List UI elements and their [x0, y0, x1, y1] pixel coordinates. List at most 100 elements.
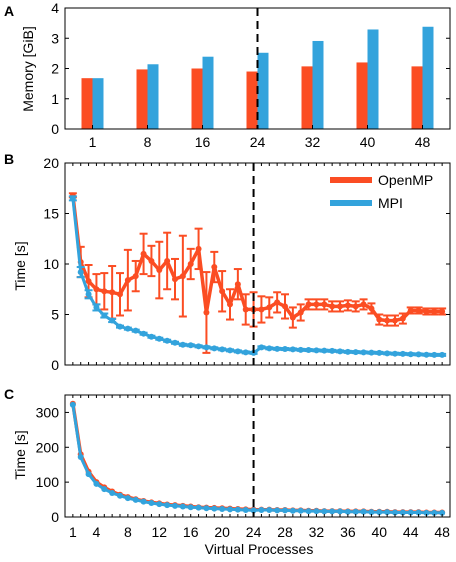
x-axis-label: Virtual Processes	[205, 541, 314, 557]
bar-mpi	[92, 78, 104, 129]
panel-c-data-point-mpi	[321, 508, 328, 515]
panel-b-data-point-openmp	[132, 273, 139, 280]
panel-b-data-point-openmp	[195, 245, 202, 252]
panel-c-data-point-mpi	[156, 501, 163, 508]
panel-b-data-point-openmp	[337, 303, 343, 310]
panel-b-data-point-mpi	[227, 347, 233, 354]
panel-b-data-point-openmp	[172, 276, 178, 283]
panel-b-data-point-openmp	[415, 307, 422, 314]
panel-c-x-tick-label: 16	[183, 524, 199, 540]
bar-openmp	[81, 78, 93, 129]
panel-a-y-tick-label: 3	[51, 30, 59, 46]
panel-c-data-point-mpi	[368, 509, 375, 516]
panel-b-data-point-openmp	[124, 277, 131, 284]
panel-b-data-point-openmp	[117, 291, 123, 298]
panel-b-data-point-openmp	[352, 303, 359, 310]
panel-b-data-point-mpi	[289, 346, 296, 353]
panel-c-data-point-mpi	[439, 509, 446, 516]
panel-a-x-tick-label: 8	[144, 134, 152, 150]
panel-b-data-point-mpi	[132, 327, 139, 334]
panel-c-data-point-mpi	[250, 507, 257, 514]
panel-b-data-point-openmp	[368, 305, 375, 312]
panel-b-data-point-mpi	[376, 349, 383, 356]
panel-b-data-point-mpi	[305, 347, 312, 354]
panel-b-data-point-mpi	[329, 347, 336, 354]
panel-a-memory-bar-chart: A Memory [GiB] 0 1 2 3 4 1 8 16 24 32 40 48	[4, 0, 451, 150]
panel-c-data-point-mpi	[344, 508, 351, 515]
panel-b-time-line-chart: B Time [s] 0 5 10 15 20 OpenMP MPI	[4, 151, 451, 373]
panel-b-data-point-openmp	[392, 317, 398, 324]
bar-openmp	[246, 71, 258, 129]
panel-c-x-tick-label: 24	[246, 524, 262, 540]
panel-b-data-point-mpi	[368, 349, 375, 356]
panel-c-data-point-mpi	[431, 509, 438, 516]
panel-b-data-point-openmp	[282, 303, 288, 310]
panel-b-data-point-mpi	[439, 351, 446, 358]
panel-c-data-point-mpi	[109, 489, 116, 496]
panel-b-data-point-mpi	[407, 351, 414, 358]
panel-b-data-point-mpi	[431, 351, 438, 358]
panel-c-data-point-mpi	[407, 509, 414, 516]
panel-a-x-tick-label: 1	[89, 134, 97, 150]
panel-b-data-point-openmp	[179, 273, 186, 280]
panel-c-data-point-mpi	[313, 508, 320, 515]
panel-b-data-point-openmp	[242, 306, 249, 313]
panel-c-y-tick-label: 200	[36, 439, 60, 455]
bar-mpi	[202, 56, 214, 129]
panel-label-a: A	[4, 3, 14, 19]
panel-b-data-point-openmp	[289, 314, 296, 321]
panel-c-x-tick-label: 1	[69, 524, 77, 540]
panel-b-data-point-mpi	[297, 346, 304, 353]
panel-b-data-point-mpi	[140, 330, 147, 337]
panel-b-data-point-mpi	[164, 337, 171, 344]
panel-b-data-point-openmp	[376, 316, 383, 323]
panel-b-data-point-openmp	[234, 281, 241, 288]
panel-b-data-point-openmp	[85, 278, 92, 285]
panel-c-data-point-mpi	[305, 508, 312, 515]
bar-mpi	[422, 26, 434, 130]
panel-c-data-point-mpi	[69, 401, 76, 408]
panel-b-data-point-openmp	[164, 257, 171, 264]
panel-b-data-point-mpi	[399, 350, 406, 357]
panel-b-data-point-openmp	[148, 257, 155, 264]
panel-b-data-point-openmp	[431, 308, 438, 315]
panel-c-data-point-mpi	[93, 480, 100, 487]
bar-mpi	[257, 52, 269, 129]
panel-c-data-point-mpi	[282, 507, 288, 514]
panel-b-data-point-mpi	[203, 344, 210, 351]
panel-b-data-point-openmp	[101, 288, 108, 295]
panel-c-y-axis-label: Time [s]	[12, 430, 28, 479]
panel-b-data-point-openmp	[156, 267, 163, 274]
panel-b-data-point-mpi	[352, 349, 359, 356]
panel-c-data-point-mpi	[352, 508, 359, 515]
panel-b-data-point-mpi	[195, 343, 202, 350]
panel-c-data-point-mpi	[227, 506, 233, 513]
panel-c-data-point-mpi	[148, 500, 155, 507]
panel-b-data-point-openmp	[93, 286, 100, 293]
panel-c-data-point-mpi	[337, 508, 343, 515]
panel-c-x-tick-label: 28	[277, 524, 293, 540]
panel-b-data-point-mpi	[321, 347, 328, 354]
panel-b-data-point-openmp	[399, 315, 406, 322]
panel-b-data-point-mpi	[384, 350, 391, 357]
panel-b-data-point-openmp	[274, 299, 281, 306]
panel-b-data-point-mpi	[93, 304, 100, 311]
panel-c-x-tick-label: 20	[214, 524, 230, 540]
bar-openmp	[356, 62, 368, 130]
panel-b-plot-frame	[64, 162, 451, 366]
panel-c-data-point-mpi	[376, 509, 383, 516]
panel-b-data-point-mpi	[77, 269, 84, 276]
panel-b-data-point-openmp	[266, 304, 273, 311]
panel-c-x-tick-label: 36	[340, 524, 356, 540]
panel-b-data-point-openmp	[219, 288, 226, 295]
panel-b-data-point-mpi	[69, 195, 76, 202]
panel-b-data-point-openmp	[109, 289, 116, 296]
panel-a-x-tick-label: 40	[360, 134, 376, 150]
panel-b-data-point-mpi	[101, 312, 108, 319]
panel-b-data-point-openmp	[305, 301, 312, 308]
panel-a-x-tick-label: 24	[250, 134, 266, 150]
panel-b-data-point-mpi	[337, 348, 343, 355]
panel-b-data-point-mpi	[392, 350, 398, 357]
panel-b-data-point-mpi	[156, 335, 163, 342]
